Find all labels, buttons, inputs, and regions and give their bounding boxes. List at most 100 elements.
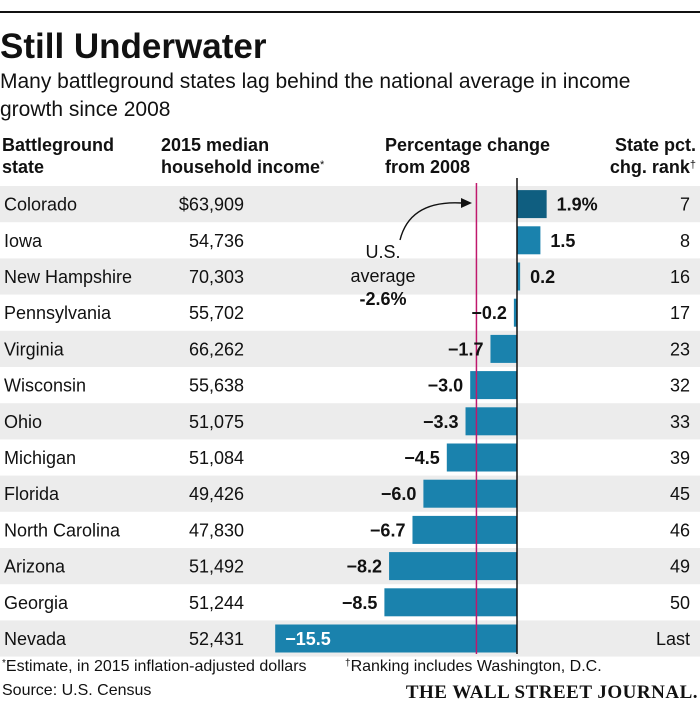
bar (517, 226, 541, 255)
column-header-state-line2: state (2, 157, 45, 177)
column-header-income-line2: household income (161, 157, 321, 177)
rank-value: 17 (670, 303, 690, 323)
column-header-state: Battleground state (2, 134, 114, 178)
row-shade (0, 186, 700, 223)
state-label: Georgia (4, 593, 69, 613)
column-header-state-line1: Battleground (2, 135, 114, 155)
state-label: North Carolina (4, 520, 121, 540)
publisher-logo: THE WALL STREET JOURNAL. (405, 682, 698, 703)
income-value: 47,830 (189, 520, 244, 540)
income-value: 51,492 (189, 557, 244, 577)
rank-value: 45 (670, 484, 690, 504)
bar-value-label: −1.7 (448, 339, 484, 359)
annotation-average: average (350, 266, 415, 286)
rank-value: Last (656, 629, 690, 649)
bar-value-label: −8.2 (347, 557, 383, 577)
annotation-us: U.S. (365, 242, 400, 262)
bar (389, 552, 517, 581)
footnote-estimate-text: Estimate, in 2015 inflation-adjusted dol… (5, 658, 307, 675)
bar (423, 479, 517, 508)
state-label: Florida (4, 484, 60, 504)
state-label: Arizona (4, 557, 66, 577)
state-label: Ohio (4, 412, 42, 432)
income-value: 55,638 (189, 376, 244, 396)
income-value: 70,303 (189, 267, 244, 287)
income-value: 55,702 (189, 303, 244, 323)
footnote-ranking-mark: † (345, 658, 351, 669)
column-header-rank-line1: State pct. (614, 135, 696, 155)
row-shade (0, 258, 700, 295)
bar-value-label: −3.0 (428, 376, 464, 396)
column-header-rank: State pct. chg. rank† (600, 134, 696, 178)
rank-value: 8 (680, 231, 690, 251)
bar (446, 443, 517, 472)
bar (513, 298, 517, 327)
rank-value: 46 (670, 520, 690, 540)
bar-value-label: 1.9% (557, 195, 598, 215)
column-header-pct-line1: Percentage change (385, 135, 551, 155)
rank-value: 50 (670, 593, 690, 613)
row-shade (0, 330, 700, 367)
bar (490, 334, 517, 363)
income-value: $63,909 (179, 195, 244, 215)
income-value: 54,736 (189, 231, 244, 251)
column-header-income: 2015 median household income* (161, 134, 324, 178)
column-header-rank-line2: chg. rank (609, 157, 690, 177)
income-value: 49,426 (189, 484, 244, 504)
bar-value-label: −0.2 (471, 303, 507, 323)
row-shade (0, 548, 700, 585)
rank-value: 33 (670, 412, 690, 432)
income-value: 52,431 (189, 629, 244, 649)
state-label: New Hampshire (4, 267, 132, 287)
bar-value-label: 0.2 (530, 267, 555, 287)
bar-value-label: −6.0 (381, 484, 417, 504)
state-label: Iowa (4, 231, 43, 251)
state-label: Pennsylvania (4, 303, 112, 323)
footnote-ranking: †Ranking includes Washington, D.C. (345, 658, 602, 676)
bar (470, 371, 517, 400)
bar (465, 407, 517, 436)
top-rule (0, 11, 700, 13)
income-value: 51,075 (189, 412, 244, 432)
state-label: Virginia (4, 339, 65, 359)
bar-value-label: 1.5 (550, 231, 575, 251)
income-value: 66,262 (189, 339, 244, 359)
column-header-rank-mark: † (689, 159, 696, 171)
column-header-pct-line2: from 2008 (385, 157, 471, 177)
row-shade (0, 475, 700, 512)
chart-title: Still Underwater (0, 27, 267, 66)
bar (412, 515, 517, 544)
income-value: 51,084 (189, 448, 244, 468)
rank-value: 16 (670, 267, 690, 287)
rank-value: 23 (670, 339, 690, 359)
footnote-ranking-text: Ranking includes Washington, D.C. (350, 658, 602, 675)
row-shade (0, 403, 700, 440)
source-note: Source: U.S. Census (2, 682, 152, 699)
rank-value: 32 (670, 376, 690, 396)
footnote-estimate: *Estimate, in 2015 inflation-adjusted do… (2, 658, 307, 676)
annotation-arrow (399, 202, 463, 241)
bar (517, 190, 547, 219)
state-label: Nevada (4, 629, 67, 649)
state-label: Wisconsin (4, 376, 86, 396)
column-header-pct: Percentage change from 2008 (385, 134, 550, 178)
bar-value-label: −15.5 (285, 629, 331, 649)
state-label: Michigan (4, 448, 76, 468)
rank-value: 49 (670, 557, 690, 577)
bar-value-label: −6.7 (370, 520, 406, 540)
bar (384, 588, 517, 617)
column-header-income-mark: * (320, 159, 325, 171)
bar-value-label: −8.5 (342, 593, 378, 613)
bar (517, 262, 521, 291)
annotation-arrowhead (461, 198, 472, 208)
column-header-income-line1: 2015 median (161, 135, 270, 155)
income-value: 51,244 (189, 593, 244, 613)
chart-subtitle: Many battleground states lag behind the … (0, 70, 631, 121)
state-label: Colorado (4, 195, 77, 215)
bar-value-label: −4.5 (404, 448, 440, 468)
bar-value-label: −3.3 (423, 412, 459, 432)
rank-value: 7 (680, 195, 690, 215)
footnote-estimate-mark: * (2, 658, 6, 669)
rank-value: 39 (670, 448, 690, 468)
